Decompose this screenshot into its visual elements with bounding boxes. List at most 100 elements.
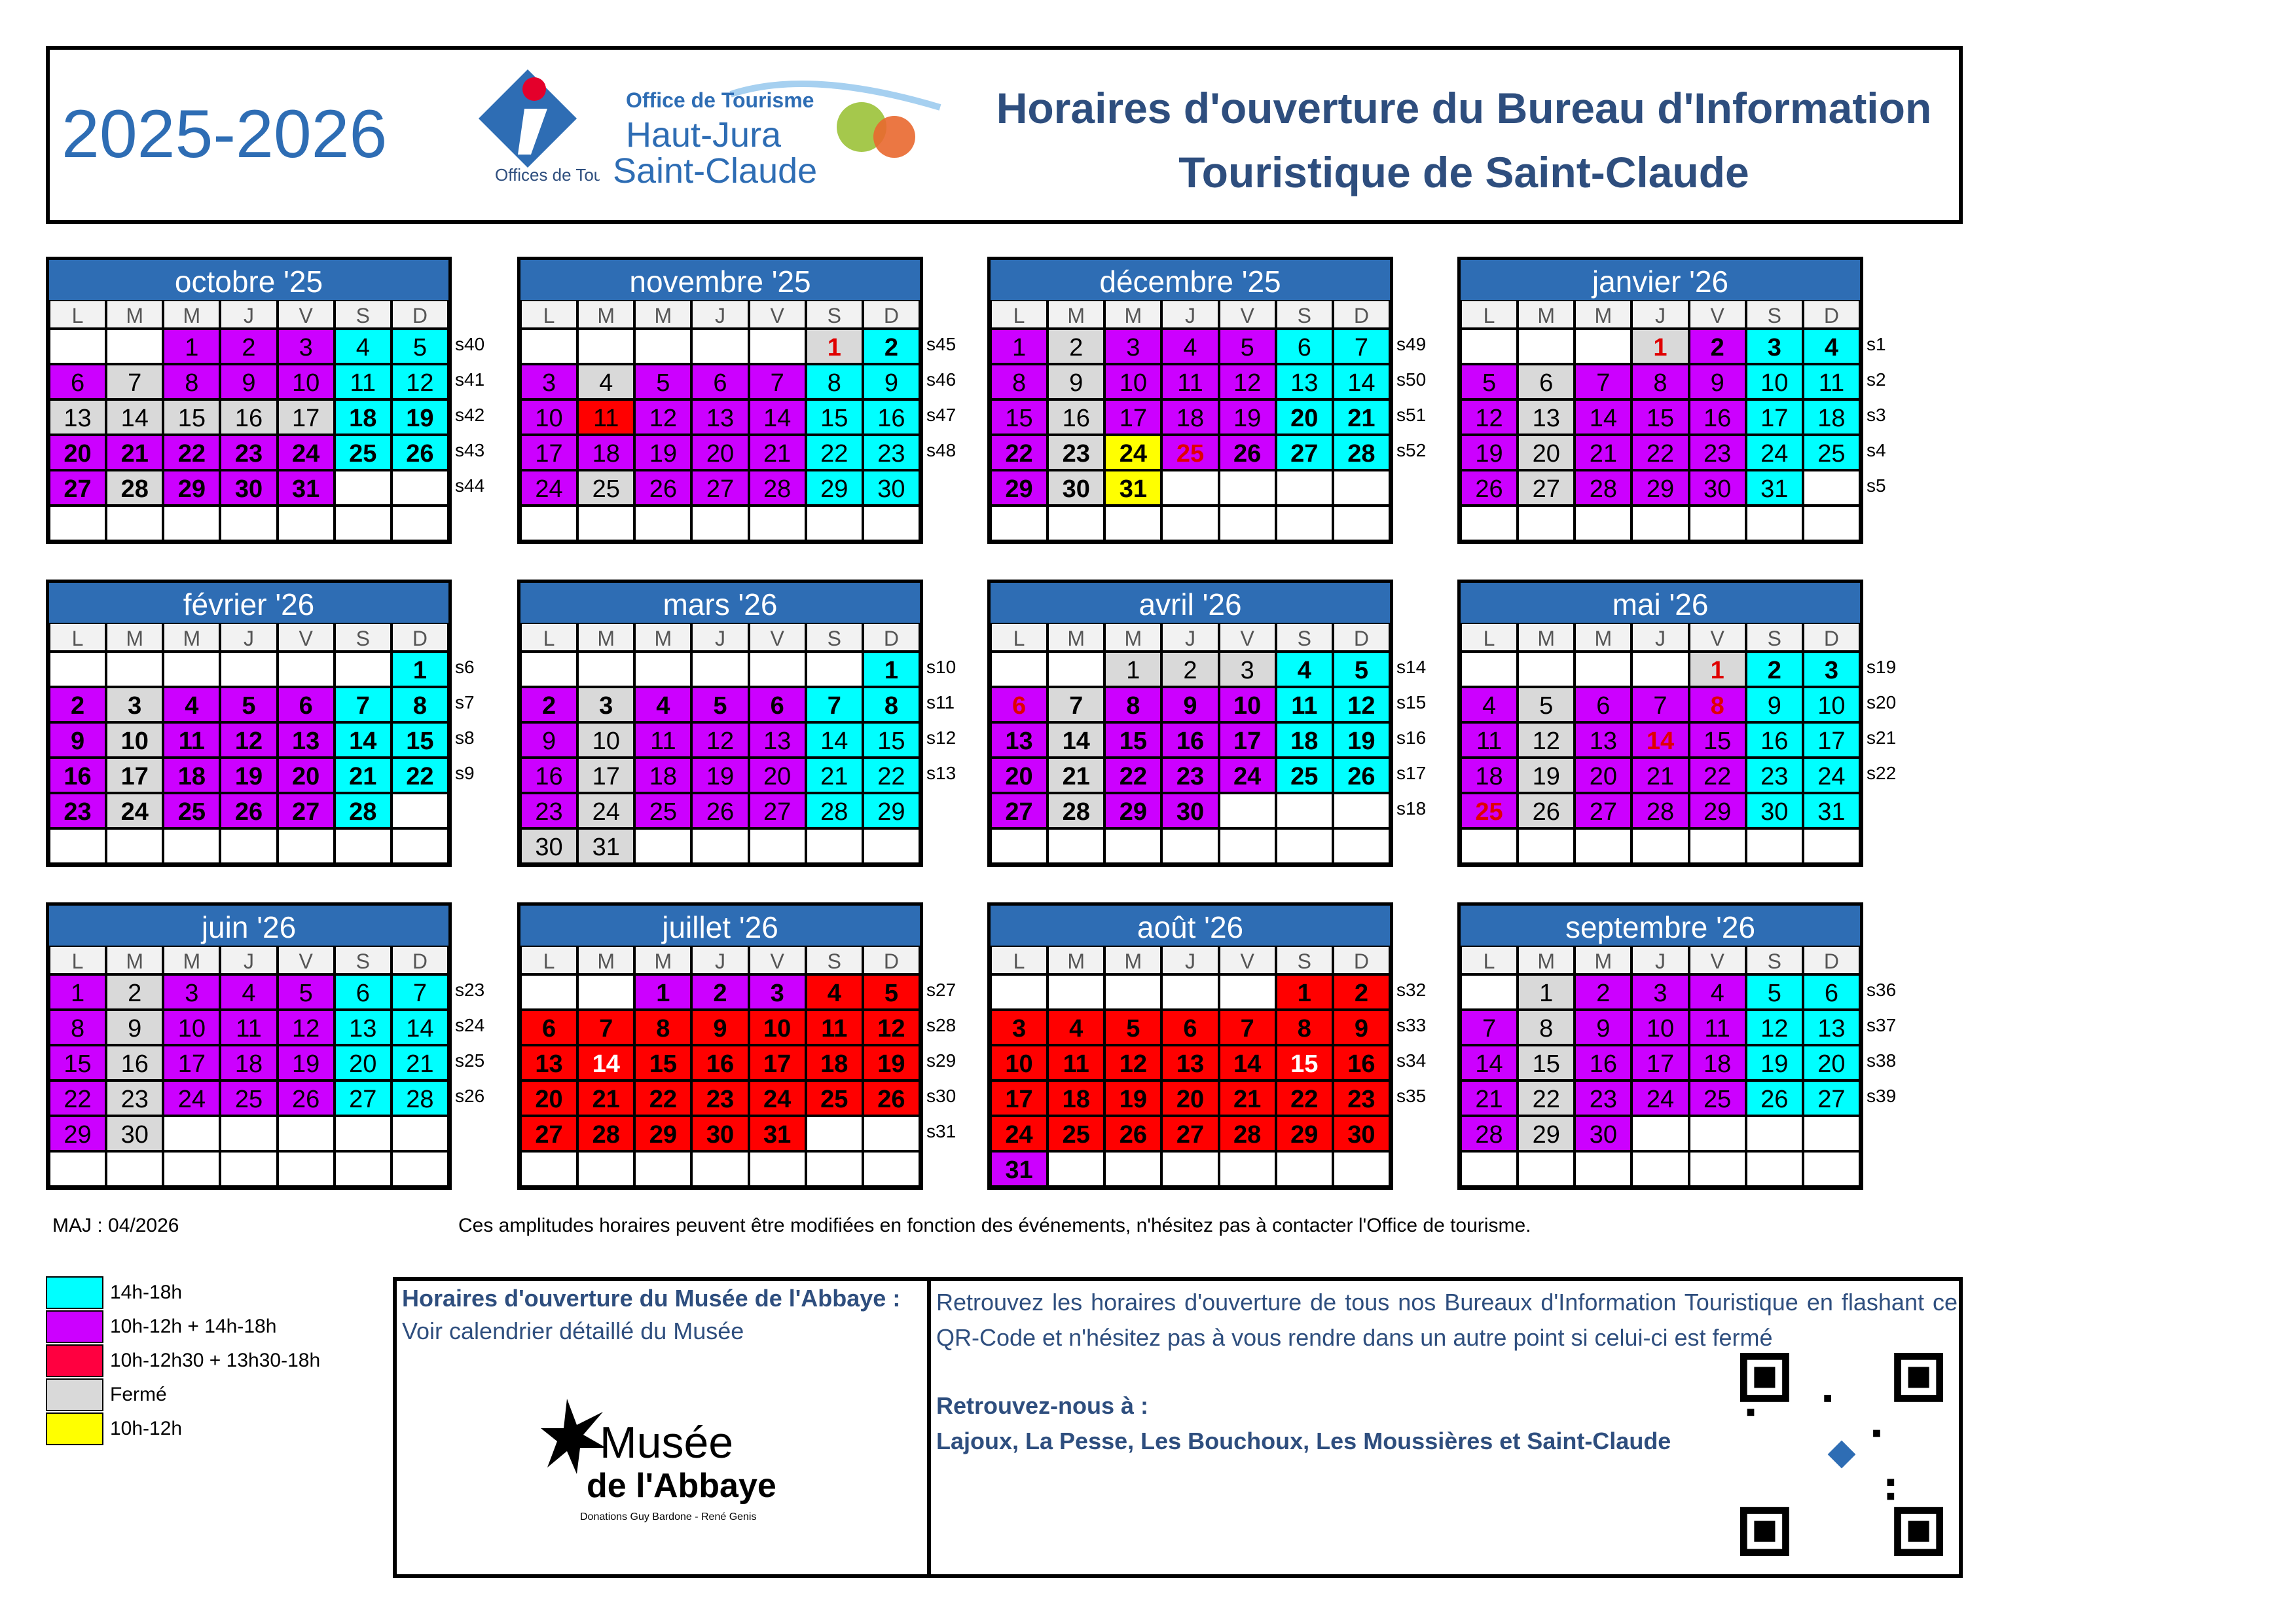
day-cell: 15: [805, 399, 863, 435]
week-number: s4: [1867, 440, 1886, 460]
day-cell: 22: [805, 435, 863, 470]
day-cell: 2: [691, 974, 749, 1010]
day-cell: 6: [748, 687, 806, 722]
empty-cell: [748, 506, 806, 541]
weekday-header: S: [334, 946, 392, 974]
weekday-header: D: [862, 300, 920, 329]
day-cell: 26: [634, 470, 692, 506]
day-cell: 6: [991, 687, 1048, 722]
empty-cell: [49, 329, 107, 364]
haut-jura-saint-claude-logo: Office de Tourisme Haut-Jura Saint-Claud…: [613, 81, 941, 191]
empty-cell: [1802, 1151, 1860, 1187]
empty-cell: [1161, 506, 1219, 541]
weekday-header: S: [805, 300, 863, 329]
day-cell: 10: [1631, 1010, 1689, 1045]
legend-swatch: [46, 1412, 103, 1445]
day-cell: 24: [277, 435, 335, 470]
day-cell: 5: [277, 974, 335, 1010]
empty-cell: [1104, 974, 1162, 1010]
day-cell: 4: [220, 974, 278, 1010]
page-title-line1: Horaires d'ouverture du Bureau d'Informa…: [996, 84, 1932, 132]
day-cell: 28: [106, 470, 164, 506]
svg-text:Saint-Claude: Saint-Claude: [613, 151, 817, 191]
day-cell: 15: [1275, 1045, 1333, 1080]
page-title: Horaires d'ouverture du Bureau d'Informa…: [973, 76, 1955, 204]
day-cell: 3: [1802, 652, 1860, 687]
empty-cell: [805, 1151, 863, 1187]
day-cell: 21: [1575, 435, 1632, 470]
day-cell: 18: [334, 399, 392, 435]
empty-cell: [49, 1151, 107, 1187]
update-date: MAJ : 04/2026: [52, 1215, 179, 1236]
day-cell: 6: [1518, 364, 1575, 399]
day-cell: 15: [49, 1045, 107, 1080]
day-cell: 27: [691, 470, 749, 506]
weekday-header: S: [1745, 946, 1803, 974]
legend-swatch: [46, 1378, 103, 1411]
day-cell: 9: [1575, 1010, 1632, 1045]
week-number: s20: [1867, 692, 1897, 712]
weekday-header: S: [805, 946, 863, 974]
empty-cell: [106, 828, 164, 864]
day-cell: 31: [1802, 793, 1860, 828]
day-cell: 19: [391, 399, 448, 435]
day-cell: 25: [1161, 435, 1219, 470]
empty-cell: [748, 329, 806, 364]
empty-cell: [1575, 329, 1632, 364]
day-cell: 3: [748, 974, 806, 1010]
day-cell: 25: [1461, 793, 1518, 828]
week-number: s38: [1867, 1050, 1897, 1071]
weekday-header: M: [106, 300, 164, 329]
week-number: s5: [1867, 475, 1886, 496]
weekday-header: J: [1161, 623, 1219, 652]
weekday-header: M: [1048, 300, 1105, 329]
day-cell: 5: [220, 687, 278, 722]
empty-cell: [1688, 1116, 1746, 1151]
day-cell: 31: [1104, 470, 1162, 506]
weekday-header: L: [991, 300, 1048, 329]
day-cell: 8: [634, 1010, 692, 1045]
weekday-header: V: [748, 300, 806, 329]
month-grid: L M M J V S D 1 2 3 4 5 6 7 8 9 10 11 12 13 14 15 16 17 18 19 20 21…: [1457, 946, 1863, 1190]
month-title: décembre '25: [987, 257, 1393, 300]
month-grid: L M M J V S D 1 2 3 4 5 6 7 8 9 10 11 12 13 14 15 16 17 18 19 20 21…: [987, 623, 1393, 867]
empty-cell: [277, 652, 335, 687]
week-number: s28: [926, 1015, 957, 1035]
day-cell: 15: [391, 722, 448, 758]
weekday-header: M: [163, 300, 221, 329]
day-cell: 1: [391, 652, 448, 687]
empty-cell: [634, 506, 692, 541]
weekday-header: L: [1461, 300, 1518, 329]
day-cell: 30: [1745, 793, 1803, 828]
week-number: s33: [1396, 1015, 1427, 1035]
day-cell: 8: [1275, 1010, 1333, 1045]
empty-cell: [1048, 828, 1105, 864]
day-cell: 13: [1518, 399, 1575, 435]
day-cell: 16: [1048, 399, 1105, 435]
empty-cell: [577, 506, 635, 541]
qr-code[interactable]: [1738, 1353, 1946, 1556]
empty-cell: [334, 828, 392, 864]
day-cell: 4: [577, 364, 635, 399]
weekday-header: J: [1631, 300, 1689, 329]
day-cell: 23: [1332, 1080, 1390, 1116]
day-cell: 16: [1745, 722, 1803, 758]
empty-cell: [391, 793, 448, 828]
day-cell: 12: [220, 722, 278, 758]
weekday-header: M: [634, 946, 692, 974]
day-cell: 18: [1461, 758, 1518, 793]
week-number: s14: [1396, 657, 1427, 677]
day-cell: 10: [1104, 364, 1162, 399]
header-banner: 2025-2026 Offices de Tourisme de France …: [46, 46, 1963, 224]
weekday-header: M: [1518, 300, 1575, 329]
weekday-header: L: [520, 946, 578, 974]
weekday-header: M: [1575, 300, 1632, 329]
day-cell: 5: [1518, 687, 1575, 722]
weekday-header: S: [1745, 300, 1803, 329]
weekday-header: V: [748, 946, 806, 974]
day-cell: 26: [1745, 1080, 1803, 1116]
weekday-header: V: [277, 623, 335, 652]
day-cell: 9: [1745, 687, 1803, 722]
day-cell: 3: [1218, 652, 1276, 687]
month-title: avril '26: [987, 580, 1393, 623]
